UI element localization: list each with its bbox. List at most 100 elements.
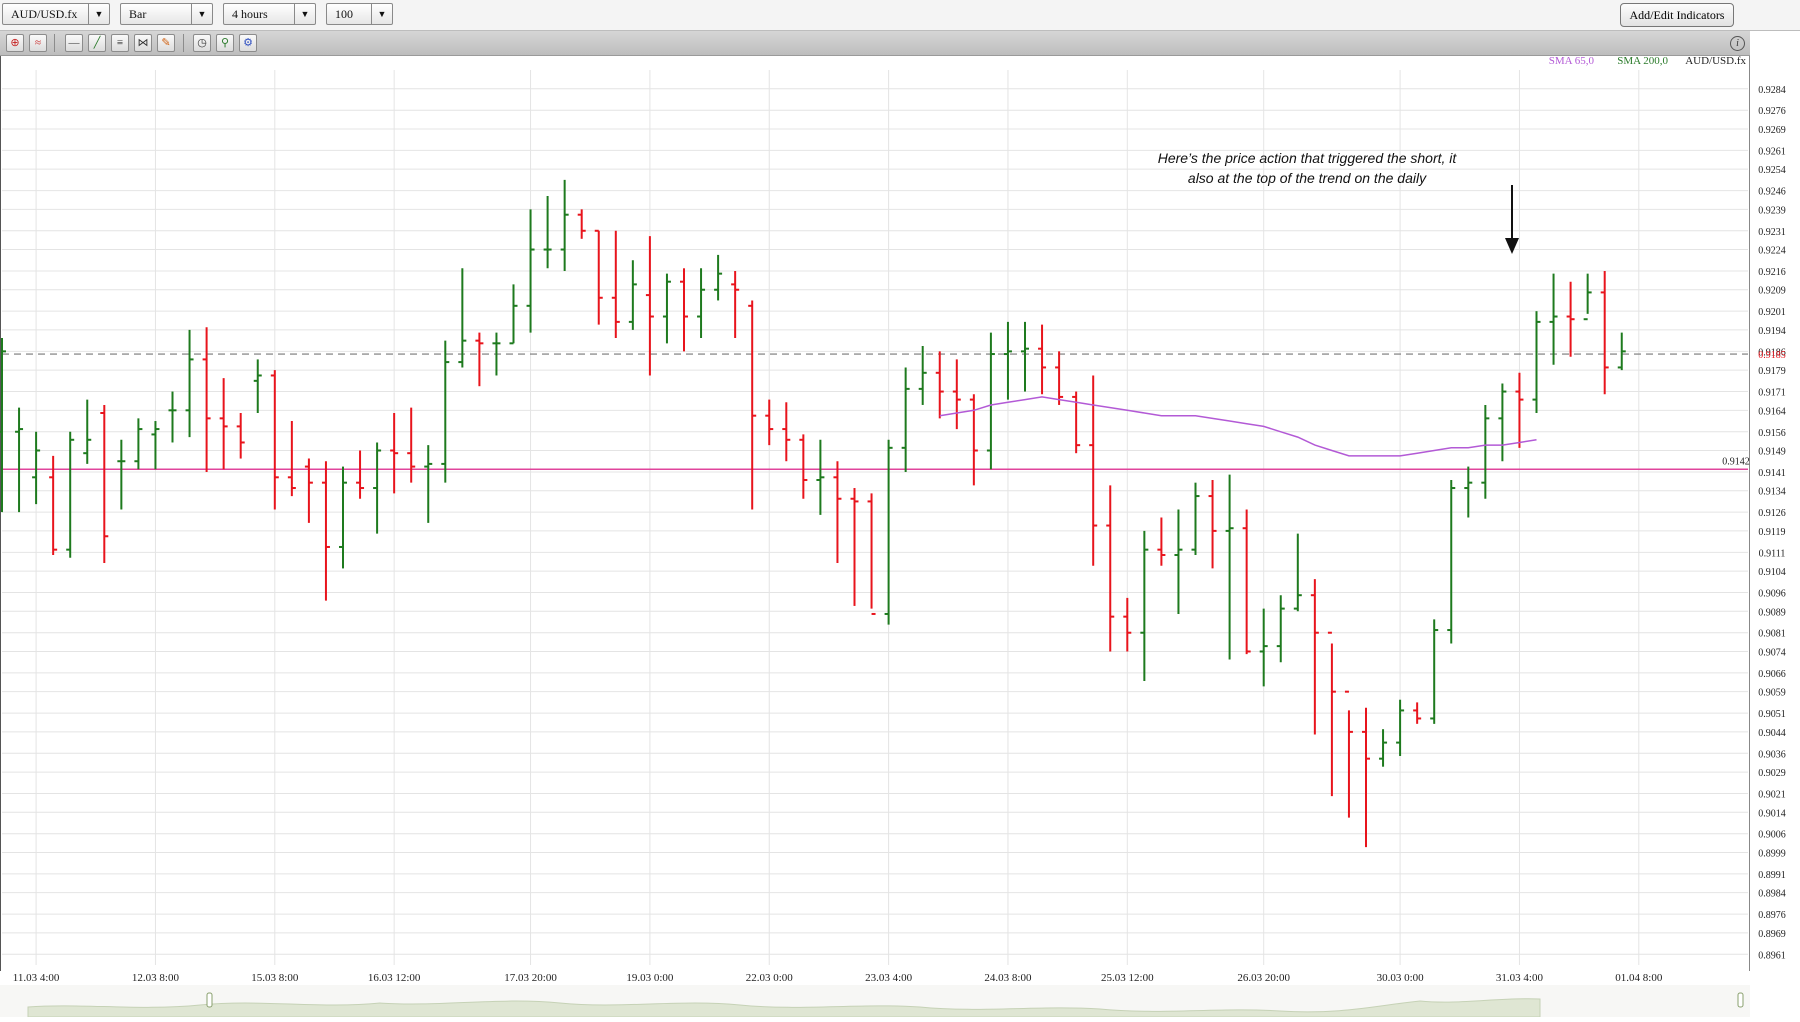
y-tick-label: 0.9254 [1758,165,1786,176]
annotation-line-1: Here’s the price action that triggered t… [1158,150,1458,166]
x-tick-label: 24.03 8:00 [984,972,1032,984]
ohlc-bar [1276,595,1285,663]
y-tick-label: 0.9201 [1758,307,1786,318]
x-tick-label: 12.03 8:00 [132,972,180,984]
y-tick-label: 0.9066 [1758,669,1786,680]
ohlc-bar [1225,474,1234,660]
y-tick-label: 0.9081 [1758,629,1786,640]
y-tick-label: 0.9164 [1758,406,1786,417]
ohlc-bar [1515,372,1524,448]
ohlc-bar [935,351,944,419]
ohlc-bar [611,230,620,338]
time-navigator[interactable] [0,985,1750,1018]
y-tick-label: 0.9224 [1758,246,1786,257]
x-tick-label: 25.03 12:00 [1101,972,1154,984]
y-tick-label: 0.9149 [1758,447,1786,458]
ohlc-bar [15,407,24,513]
horizontal-line-icon[interactable]: — [65,34,83,52]
annotation-line-2: also at the top of the trend on the dail… [1188,170,1427,186]
time-axis: 11.03 4:00 12.03 8:00 15.03 8:00 16.03 12:0… [13,972,1663,984]
ohlc-bar [509,284,518,345]
ohlc-bar [185,329,194,438]
toolbar-divider [54,34,55,52]
x-tick-label: 17.03 20:00 [504,972,557,984]
chart-type-select[interactable]: Bar ▼ [120,3,213,25]
chart-mode-icon[interactable]: ≈ [29,34,47,52]
y-tick-label: 0.9246 [1758,187,1786,198]
ohlc-bar [1293,533,1302,612]
ohlc-bar [986,332,995,470]
ohlc-bar [202,327,211,472]
navigator-left-handle[interactable] [206,992,213,1008]
clock-icon[interactable]: ◷ [193,34,211,52]
ohlc-bar [799,434,808,499]
ohlc-bar [373,442,382,534]
info-icon[interactable]: i [1730,36,1745,51]
settings-icon[interactable]: ⚙ [239,34,257,52]
y-tick-label: 0.9134 [1758,487,1786,498]
ohlc-bar [1140,530,1149,681]
zoom-icon[interactable]: ⚲ [216,34,234,52]
y-tick-label: 0.9216 [1758,267,1786,278]
ohlc-bar [1242,509,1251,655]
x-tick-label: 11.03 4:00 [13,972,60,984]
navigator-right-handle[interactable] [1737,992,1744,1008]
ohlc-bar [748,300,757,510]
ohlc-bar [117,439,126,510]
ohlc-bar [662,273,671,344]
ohlc-bar [1413,702,1422,724]
price-axis: 0.9284 0.9276 0.9269 0.9261 0.9254 0.9246 0.92… [1758,85,1786,962]
y-tick-label: 0.9209 [1758,286,1786,297]
ohlc-bar [1617,332,1626,371]
chevron-down-icon[interactable]: ▼ [191,4,212,24]
ohlc-bar [1055,351,1064,405]
eraser-icon[interactable]: ✎ [157,34,175,52]
ohlc-bar [49,455,58,556]
trend-line-icon[interactable]: ╱ [88,34,106,52]
ohlc-bar [833,461,842,564]
ohlc-bar [0,337,6,513]
chevron-down-icon[interactable]: ▼ [294,4,315,24]
x-tick-label: 15.03 8:00 [251,972,299,984]
ohlc-bar [1396,699,1405,756]
y-tick-label: 0.9089 [1758,607,1786,618]
bar-count-select[interactable]: 100 ▼ [326,3,393,25]
crosshair-icon[interactable]: ⊕ [6,34,24,52]
y-tick-label: 0.9179 [1758,366,1786,377]
chevron-down-icon[interactable]: ▼ [371,4,392,24]
level-price-label: 0.9142 [1722,456,1750,467]
ohlc-bar [219,378,228,470]
ohlc-bar [1344,690,1353,818]
ohlc-bar [492,332,501,376]
ohlc-bar [168,391,177,443]
ohlc-bar [952,359,961,430]
annotation-arrow [1505,185,1519,254]
y-tick-label: 0.9036 [1758,749,1786,760]
ohlc-bar [1310,579,1319,735]
ohlc-bar [628,260,637,330]
ohlc-bar [424,445,433,523]
y-tick-label: 0.9111 [1759,548,1786,559]
y-tick-label: 0.9021 [1758,790,1786,801]
add-edit-indicators-button[interactable]: Add/Edit Indicators [1620,3,1734,27]
ohlc-bar [1259,608,1268,687]
y-tick-label: 0.9051 [1758,709,1786,720]
ohlc-bar [441,340,450,483]
ohlc-bar [543,195,552,269]
ohlc-bar [304,458,313,523]
y-tick-label: 0.8999 [1758,848,1786,859]
ohlc-bar [577,209,586,239]
chevron-down-icon[interactable]: ▼ [88,4,109,24]
ohlc-bar [1549,273,1558,365]
timeframe-select[interactable]: 4 hours ▼ [223,3,316,25]
ohlc-bar [1600,270,1609,395]
gridlines [2,70,1748,965]
sma65-line [939,396,1537,457]
symbol-select[interactable]: AUD/USD.fx ▼ [2,3,110,25]
fibonacci-icon[interactable]: ≡ [111,34,129,52]
y-tick-label: 0.9261 [1758,146,1786,157]
ohlc-bar [134,418,143,470]
ohlc-bar [151,421,160,470]
pattern-icon[interactable]: ⋈ [134,34,152,52]
